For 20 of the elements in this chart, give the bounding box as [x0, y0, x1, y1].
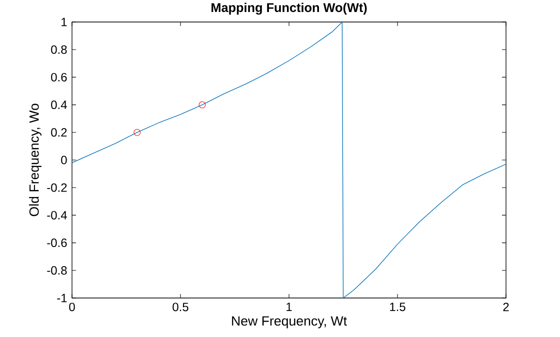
x-axis-title: New Frequency, Wt: [232, 316, 347, 328]
y-tick-label: -0.4: [47, 210, 67, 220]
x-tick-label: 0.5: [172, 302, 188, 312]
y-tick-label: 0.4: [51, 100, 67, 110]
x-tick-label: 2: [503, 302, 509, 312]
y-tick-label: 0.2: [51, 128, 67, 137]
x-tick-label: 0: [69, 302, 75, 312]
chart-title: Mapping Function Wo(Wt): [212, 2, 367, 15]
y-tick-label: -0.2: [47, 183, 67, 192]
x-tick-label: 1: [286, 302, 292, 311]
y-tick-label: -0.6: [47, 238, 67, 248]
y-axis-title: Old Frequency, Wo: [29, 104, 42, 216]
y-tick-label: -1: [57, 294, 67, 302]
line-series: [72, 22, 506, 298]
y-tick-label: -0.8: [47, 266, 67, 275]
y-tick-label: 0.8: [51, 45, 67, 54]
y-tick-label: 0.6: [51, 72, 67, 82]
y-tick-label: 1: [62, 18, 67, 26]
y-tick-label: 0: [61, 156, 67, 164]
x-tick-label: 1.5: [390, 302, 406, 312]
